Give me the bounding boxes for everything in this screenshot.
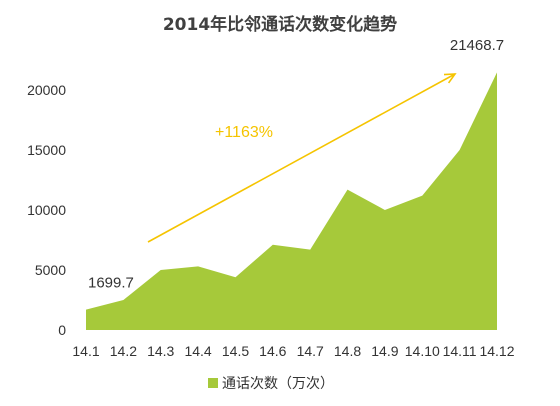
x-tick-label: 14.10: [405, 343, 440, 359]
x-axis: 14.1 14.2 14.3 14.4 14.5 14.6 14.7 14.8 14.9 14.1…: [72, 343, 514, 359]
plot-area: [86, 72, 497, 331]
data-labels: 1699.7 21468.7: [88, 37, 504, 292]
y-tick-label: 15000: [27, 142, 66, 158]
x-tick-label: 14.11: [443, 343, 477, 359]
trend-arrow-line: [147, 73, 456, 243]
x-tick-label: 14.7: [297, 343, 324, 359]
x-tick-label: 14.12: [479, 343, 514, 359]
x-tick-label: 14.5: [222, 343, 249, 359]
x-tick-label: 14.2: [110, 343, 137, 359]
data-label: 1699.7: [88, 275, 134, 292]
trend-arrow-head: [443, 73, 457, 84]
y-tick-label: 10000: [27, 202, 66, 218]
legend: 通话次数（万次）: [208, 376, 334, 392]
x-tick-label: 14.3: [147, 343, 174, 359]
y-axis: 0 5000 10000 15000 20000: [27, 82, 66, 338]
y-tick-label: 5000: [35, 262, 66, 278]
x-tick-label: 14.6: [259, 343, 286, 359]
y-tick-label: 0: [58, 322, 66, 338]
x-tick-label: 14.9: [371, 343, 398, 359]
x-tick-label: 14.8: [334, 343, 361, 359]
series-area: [86, 72, 497, 331]
y-tick-label: 20000: [27, 82, 66, 98]
legend-swatch: [208, 378, 218, 388]
legend-label: 通话次数（万次）: [222, 376, 334, 392]
trend-annotation-text: +1163%: [215, 124, 273, 141]
annotations: +1163%: [147, 73, 457, 243]
x-tick-label: 14.1: [72, 343, 99, 359]
chart-title: 2014年比邻通话次数变化趋势: [163, 14, 397, 35]
x-tick-label: 14.4: [184, 343, 211, 359]
data-label: 21468.7: [450, 37, 504, 54]
